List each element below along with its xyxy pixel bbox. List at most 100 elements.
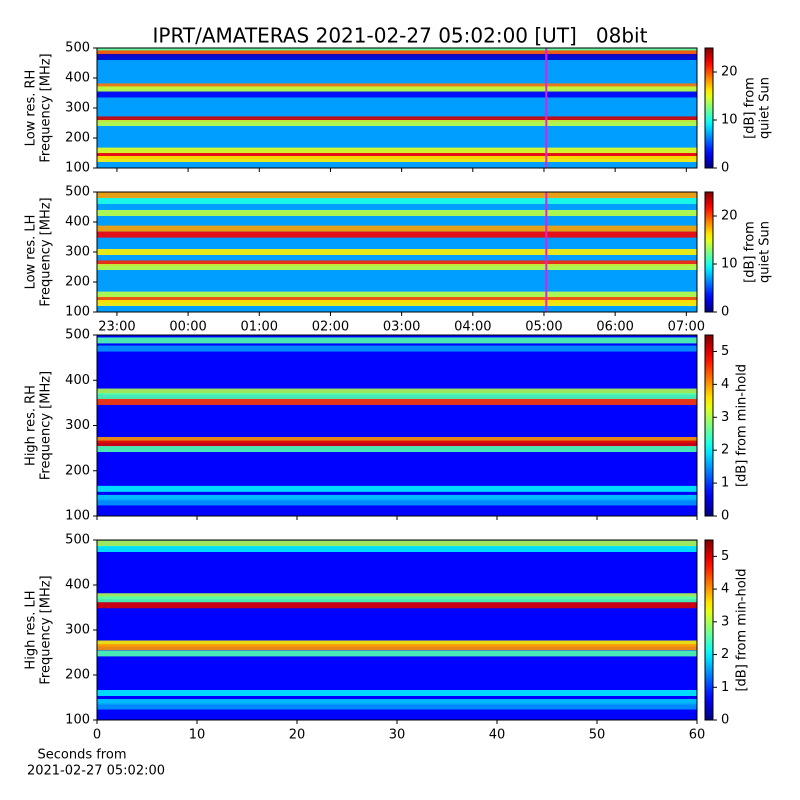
y-tick-label: 300 (65, 623, 90, 638)
colorbar-label: [dB] from min-hold (735, 568, 750, 691)
y-tick-label: 500 (65, 533, 90, 548)
x-axis-label: 2021-02-27 05:02:00 (27, 764, 165, 779)
colorbar-tick-label: 20 (721, 209, 738, 224)
heatmap-band (97, 393, 697, 400)
heatmap-band (97, 690, 697, 696)
colorbar-label: quiet Sun (758, 77, 773, 139)
colorbar-tick-label: 4 (721, 377, 729, 392)
heatmap-band (97, 120, 697, 126)
colorbar-tick-label: 10 (721, 257, 738, 272)
x-tick-label: 00:00 (169, 320, 206, 335)
y-tick-label: 300 (65, 245, 90, 260)
colorbar-tick-label: 10 (721, 113, 738, 128)
colorbar-tick-label: 3 (721, 410, 729, 425)
colorbar-tick-label: 0 (721, 713, 729, 728)
y-tick-label: 100 (65, 305, 90, 320)
colorbar-tick-label: 1 (721, 476, 729, 491)
y-tick-label: 400 (65, 578, 90, 593)
heatmap-band (97, 198, 697, 204)
x-tick-label: 23:00 (98, 320, 135, 335)
colorbar (704, 47, 714, 169)
x-tick-label: 07:00 (668, 320, 705, 335)
heatmap-band (97, 231, 697, 238)
heatmap-band (97, 54, 697, 60)
heatmap-band (97, 50, 697, 57)
colorbar (704, 334, 714, 517)
heatmap-band (97, 436, 697, 443)
y-axis-label: Low res. RH (24, 70, 39, 147)
heatmap-band (97, 440, 697, 447)
colorbar-tick-label: 2 (721, 443, 729, 458)
colorbar (704, 539, 714, 721)
heatmap-band (97, 650, 697, 657)
x-tick-label: 01:00 (241, 320, 278, 335)
colorbar-tick-label: 2 (721, 647, 729, 662)
heatmap-band (97, 388, 697, 395)
y-tick-label: 400 (65, 373, 90, 388)
colorbar-tick-label: 5 (721, 344, 729, 359)
colorbar-tick-label: 1 (721, 680, 729, 695)
y-tick-label: 400 (65, 215, 90, 230)
heatmap-band (97, 494, 697, 501)
y-tick-label: 400 (65, 71, 90, 86)
heatmap-band (97, 156, 697, 162)
colorbar-tick-label: 0 (721, 305, 729, 320)
y-tick-label: 500 (65, 328, 90, 343)
heatmap-band (97, 446, 697, 453)
colorbar-tick-label: 0 (721, 161, 729, 176)
y-tick-label: 100 (65, 161, 90, 176)
heatmap-band (97, 291, 697, 298)
heatmap-band (97, 249, 697, 255)
heatmap-band (97, 640, 697, 647)
x-tick-label: 06:00 (596, 320, 633, 335)
x-tick-label: 05:00 (525, 320, 562, 335)
heatmap-band (97, 398, 697, 405)
heatmap-band (97, 602, 697, 609)
y-axis-label: Frequency [MHz] (39, 197, 54, 306)
heatmap-band (97, 260, 697, 267)
x-tick-label: 02:00 (312, 320, 349, 335)
heatmap-band (97, 485, 697, 492)
colorbar (704, 191, 714, 313)
y-tick-label: 200 (65, 131, 90, 146)
colorbar-tick-label: 5 (721, 549, 729, 564)
x-axis-label: Seconds from (37, 748, 126, 763)
y-tick-label: 500 (65, 185, 90, 200)
heatmap-band (97, 703, 697, 710)
x-tick-label: 20 (289, 728, 306, 743)
x-tick-label: 0 (93, 728, 101, 743)
colorbar-tick-label: 4 (721, 582, 729, 597)
heatmap-band (97, 499, 697, 506)
chart-title: IPRT/AMATERAS 2021-02-27 05:02:00 [UT] 0… (153, 24, 648, 48)
y-axis-label: High res. RH (24, 385, 39, 466)
heatmap-band (97, 225, 697, 232)
heatmap-band (97, 86, 697, 93)
y-axis-label: Low res. LH (24, 215, 39, 290)
y-axis-label: High res. LH (24, 590, 39, 669)
heatmap-band (97, 116, 697, 123)
colorbar-tick-label: 3 (721, 614, 729, 629)
y-tick-label: 300 (65, 101, 90, 116)
heatmap-band (97, 264, 697, 270)
heatmap-band (97, 699, 697, 705)
x-tick-label: 60 (689, 728, 706, 743)
y-tick-label: 300 (65, 418, 90, 433)
colorbar-tick-label: 0 (721, 509, 729, 524)
heatmap-band (97, 345, 697, 352)
heatmap-band (97, 147, 697, 154)
x-tick-label: 40 (489, 728, 506, 743)
heatmap-band (97, 91, 697, 98)
colorbar-tick-label: 20 (721, 65, 738, 80)
colorbar-label: [dB] from (743, 77, 758, 139)
y-tick-label: 200 (65, 463, 90, 478)
x-tick-label: 04:00 (454, 320, 491, 335)
y-tick-label: 500 (65, 41, 90, 56)
y-axis-label: Frequency [MHz] (39, 575, 54, 684)
heatmap-band (97, 644, 697, 651)
x-tick-label: 50 (589, 728, 606, 743)
x-tick-label: 30 (389, 728, 406, 743)
heatmap-band (97, 540, 697, 547)
y-tick-label: 100 (65, 509, 90, 524)
y-axis-label: Frequency [MHz] (39, 371, 54, 480)
